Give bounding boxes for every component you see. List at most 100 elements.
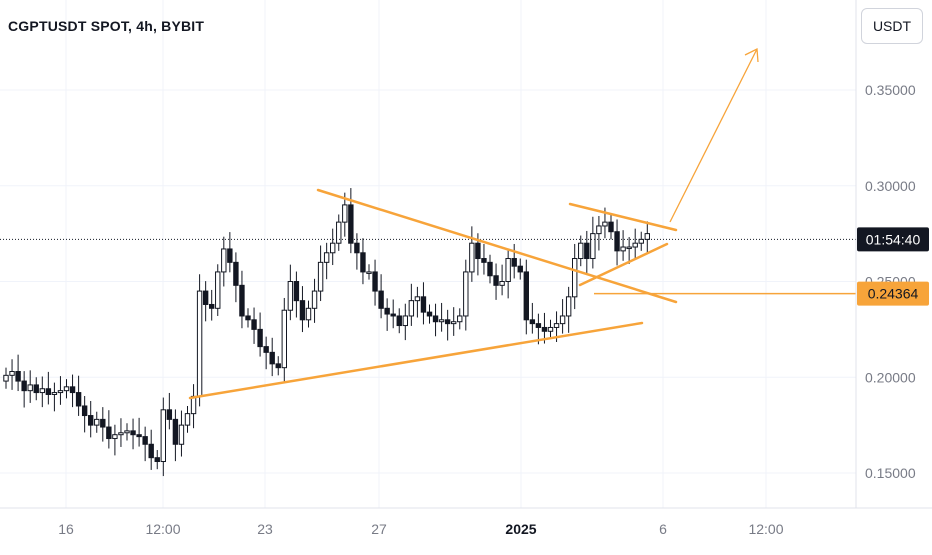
candle-body — [426, 311, 433, 317]
candle-body — [3, 374, 9, 382]
candle-body — [305, 307, 312, 321]
candle-body — [396, 315, 402, 327]
support-trendline — [188, 321, 644, 400]
candle-body — [499, 281, 505, 286]
candle-body — [81, 405, 88, 417]
candle-body — [584, 242, 590, 260]
candle-body — [553, 323, 560, 328]
candle-body — [33, 384, 39, 394]
candle-body — [221, 248, 227, 273]
candle-body — [166, 409, 173, 420]
time-tick-label: 16 — [58, 521, 74, 537]
candle-body — [293, 281, 300, 302]
candle-body — [644, 233, 650, 240]
time-tick-label: 27 — [371, 521, 387, 537]
candle-body — [414, 296, 421, 302]
candle-body — [342, 204, 348, 223]
candle-body — [493, 275, 499, 286]
candle-body — [51, 392, 58, 395]
candle-body — [469, 242, 475, 273]
candle-body — [317, 261, 324, 292]
candle-body — [45, 388, 52, 395]
breakout-arrow-line — [669, 48, 758, 223]
candle-body — [408, 300, 415, 317]
price-axis-layer: 0.350000.300000.250000.200000.1500001:54… — [0, 0, 932, 509]
candle-body — [69, 386, 76, 394]
candle-body — [178, 424, 185, 445]
candle-body — [620, 246, 626, 252]
candle-body — [378, 290, 384, 309]
price-tick-label: 0.35000 — [865, 82, 916, 98]
candle-body — [366, 271, 372, 274]
candle-body — [239, 284, 245, 317]
marked-price-label: 0.24364 — [868, 286, 919, 302]
candle-body — [578, 242, 584, 260]
candle-body — [402, 315, 409, 327]
candle-body — [547, 326, 554, 332]
candle-body — [608, 221, 614, 233]
candle-body — [118, 432, 124, 436]
candle-body — [451, 321, 457, 325]
candle-body — [75, 392, 82, 407]
candle-body — [463, 271, 469, 317]
candle-body — [336, 221, 342, 244]
breakout-arrow-head — [744, 47, 759, 63]
candle-body — [142, 436, 148, 445]
candle-body — [88, 415, 94, 426]
candle-body — [535, 323, 542, 328]
candle-body — [94, 418, 100, 426]
candle-body — [57, 390, 64, 394]
candle-body — [172, 418, 179, 445]
time-tick-label: 12:00 — [145, 521, 180, 537]
candle-body — [245, 315, 251, 321]
candle-body — [390, 313, 396, 317]
candle-body — [136, 434, 142, 438]
candle-body — [372, 271, 378, 292]
candle-body — [420, 296, 427, 313]
candle-body — [287, 281, 294, 311]
marked-price-badge — [857, 281, 929, 306]
candle-body — [154, 457, 160, 463]
candle-body — [348, 204, 354, 244]
time-tick-label: 23 — [257, 521, 273, 537]
time-axis-layer: 16 12:00 23 27 2025 6 12:00 — [58, 521, 784, 537]
candle-body — [112, 434, 118, 440]
grid-layer — [0, 0, 856, 508]
candle-body — [21, 380, 27, 392]
candle-body — [602, 221, 608, 227]
candle-body — [196, 290, 203, 397]
candle-body — [487, 261, 493, 277]
candle-body — [638, 238, 644, 244]
candle-body — [614, 231, 620, 252]
candle-body — [299, 300, 306, 321]
candle-body — [432, 315, 439, 323]
candle-body — [354, 242, 360, 254]
candle-body — [27, 384, 33, 392]
candle-body — [160, 409, 167, 463]
candle-body — [184, 413, 191, 426]
candle-body — [457, 315, 463, 323]
candle-body — [269, 351, 275, 365]
currency-button[interactable]: USDT — [861, 8, 923, 44]
candle-body — [124, 430, 130, 434]
candle-body — [511, 258, 517, 267]
candle-body — [330, 242, 336, 254]
candle-body — [481, 258, 487, 263]
candle-body — [15, 371, 21, 382]
chart-title: CGPTUSDT SPOT, 4h, BYBIT — [8, 18, 205, 34]
price-tick-label: 0.15000 — [865, 465, 916, 481]
time-tick-label: 12:00 — [748, 521, 783, 537]
candle-body — [505, 258, 511, 282]
candle-body — [9, 371, 15, 376]
candle-body — [202, 290, 209, 305]
candle-body — [281, 309, 288, 369]
candle-body — [438, 319, 445, 323]
candle-body — [523, 271, 529, 321]
candle-body — [565, 296, 572, 317]
candle-body — [100, 418, 106, 428]
candle-body — [590, 233, 596, 260]
candle-body — [559, 315, 566, 325]
candle-body — [475, 242, 481, 260]
